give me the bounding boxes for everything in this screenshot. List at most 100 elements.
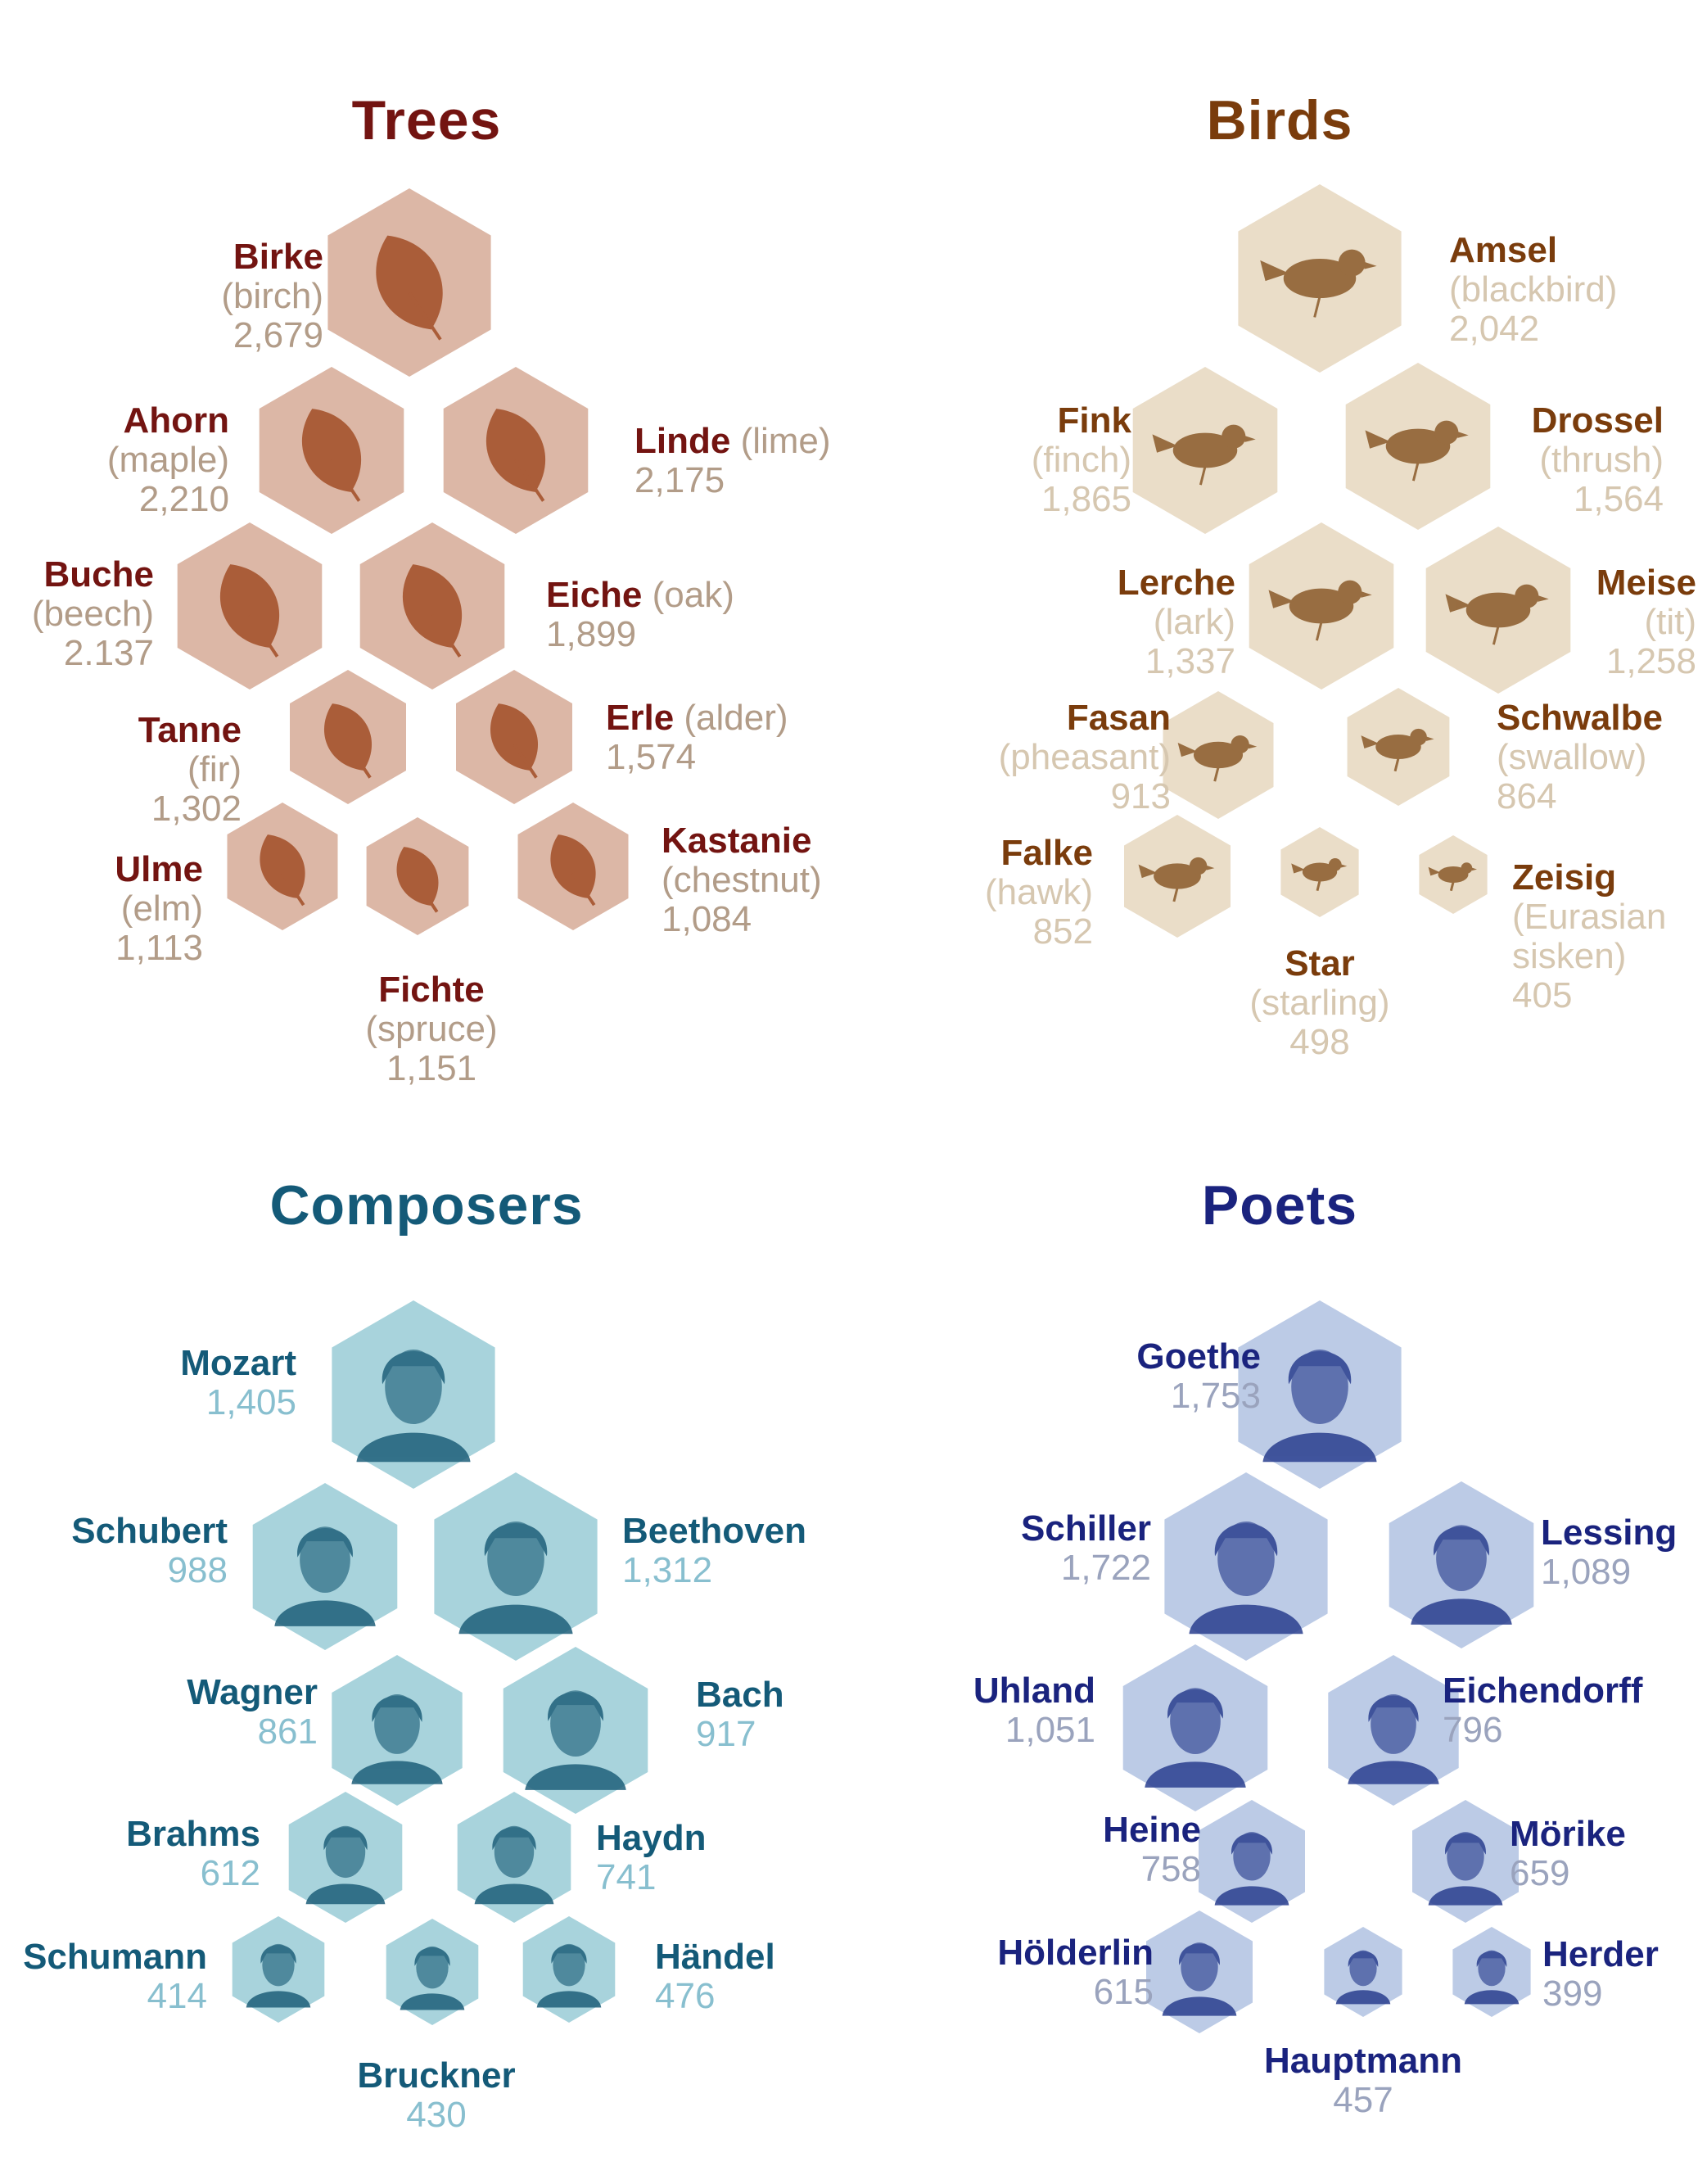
item-english: (tit) <box>1644 602 1696 642</box>
item-name: Drossel <box>1531 400 1664 441</box>
hex-composers-9 <box>522 1916 616 2023</box>
item-english: (chestnut) <box>662 860 822 900</box>
alder-cone-icon <box>490 703 538 779</box>
item-count: 852 <box>1032 911 1093 952</box>
label-trees-9: Kastanie (chestnut) 1,084 <box>662 821 822 939</box>
label-birds-8: Star (starling) 498 <box>1249 944 1389 1062</box>
item-english: (Eurasian <box>1512 897 1667 937</box>
item-english: (thrush) <box>1539 440 1664 480</box>
hex-poets-8 <box>1324 1927 1402 2017</box>
hawk-icon <box>1138 857 1215 902</box>
item-name: Herder <box>1542 1934 1659 1974</box>
label-trees-0: Birke (birch) 2,679 <box>221 237 323 355</box>
item-english: (starling) <box>1249 983 1390 1023</box>
item-name: Wagner <box>187 1672 318 1712</box>
label-composers-4: Bach 917 <box>696 1675 784 1754</box>
item-name: Uhland <box>973 1671 1095 1711</box>
composers-hex-cluster <box>232 1300 648 2025</box>
label-trees-2: Linde (lime) 2,175 <box>634 422 831 500</box>
item-english: (beech) <box>31 594 154 634</box>
item-count: 1,089 <box>1541 1552 1632 1592</box>
item-count: 1,258 <box>1605 641 1696 681</box>
hex-birds-6 <box>1347 688 1450 806</box>
item-count: 498 <box>1289 1022 1350 1062</box>
item-name: Bach <box>696 1675 784 1715</box>
mozart-portrait-icon <box>356 1349 471 1463</box>
chestnut-leaf-icon <box>550 834 596 907</box>
item-count: 796 <box>1443 1710 1503 1750</box>
item-count: 1,312 <box>622 1550 713 1590</box>
item-count: 1,574 <box>606 737 697 777</box>
label-poets-4: Eichendorff 796 <box>1443 1671 1642 1750</box>
label-birds-7: Falke (hawk) 852 <box>985 834 1093 952</box>
item-name: Fasan <box>1066 698 1171 738</box>
tit-icon <box>1445 584 1549 645</box>
hex-birds-5 <box>1163 691 1274 819</box>
label-birds-6: Schwalbe (swallow) 864 <box>1497 699 1663 816</box>
hex-composers-3 <box>332 1655 463 1806</box>
sisken-icon <box>1428 862 1478 892</box>
beech-leaf-icon <box>219 564 280 658</box>
goethe-portrait-icon <box>1262 1349 1377 1463</box>
hex-trees-1 <box>259 367 404 534</box>
item-count: 405 <box>1512 975 1573 1015</box>
item-english: (blackbird) <box>1449 269 1618 310</box>
item-count: 476 <box>655 1976 716 2016</box>
label-composers-3: Wagner 861 <box>187 1673 318 1752</box>
label-poets-6: Mörike 659 <box>1510 1815 1626 1893</box>
haydn-portrait-icon <box>474 1825 554 1905</box>
item-english: (alder) <box>684 698 788 738</box>
hex-trees-6 <box>456 670 572 804</box>
morike-portrait-icon <box>1428 1832 1503 1906</box>
herder-portrait-icon <box>1464 1950 1520 2005</box>
item-count: 741 <box>596 1857 657 1897</box>
poets-panel: Poets Goethe 1,753 Schiller 1,722 Lessing 1,0… <box>853 1092 1706 2183</box>
item-count: 1,753 <box>1170 1376 1261 1416</box>
hex-poets-4 <box>1328 1655 1459 1806</box>
label-poets-3: Uhland 1,051 <box>973 1671 1095 1750</box>
hex-poets-9 <box>1452 1927 1531 2017</box>
label-birds-4: Meise (tit) 1,258 <box>1596 563 1696 681</box>
item-name: Lerche <box>1117 563 1235 603</box>
item-name: Brahms <box>126 1814 260 1854</box>
item-count: 861 <box>257 1711 318 1752</box>
item-count: 414 <box>147 1976 207 2016</box>
label-birds-0: Amsel (blackbird) 2,042 <box>1449 231 1617 349</box>
label-birds-9: Zeisig (Eurasian sisken) 405 <box>1512 858 1666 1015</box>
hex-composers-6 <box>457 1792 571 1923</box>
item-count: 430 <box>406 2095 467 2135</box>
birds-hex-cluster <box>1124 184 1571 938</box>
label-composers-1: Schubert 988 <box>71 1512 228 1590</box>
holderlin-portrait-icon <box>1162 1942 1237 2016</box>
poets-title: Poets <box>1201 1174 1358 1237</box>
item-name: Beethoven <box>622 1511 806 1551</box>
lark-icon <box>1268 580 1372 641</box>
item-count: 2,679 <box>233 315 323 355</box>
item-count: 615 <box>1093 1972 1154 2012</box>
item-count: 1,084 <box>662 899 752 939</box>
hex-birds-4 <box>1425 527 1571 694</box>
item-count: 399 <box>1542 1974 1603 2014</box>
label-birds-5: Fasan (pheasant) 913 <box>999 699 1171 816</box>
label-composers-0: Mozart 1,405 <box>180 1344 296 1422</box>
item-name: Linde <box>634 421 731 461</box>
hex-poets-7 <box>1146 1910 1253 2033</box>
blackbird-icon <box>1260 249 1377 318</box>
label-poets-0: Goethe 1,753 <box>1136 1337 1261 1416</box>
poets-hex-cluster <box>1122 1300 1534 2033</box>
hauptmann-portrait-icon <box>1335 1950 1391 2005</box>
trees-panel: Trees Birke (birch) 2,679 Ahorn (maple) 2,210… <box>0 0 853 1092</box>
item-name: Haydn <box>596 1818 707 1858</box>
item-name: Zeisig <box>1512 857 1617 898</box>
brahms-portrait-icon <box>305 1825 386 1905</box>
item-name: Schumann <box>23 1937 207 1977</box>
hex-birds-0 <box>1238 184 1402 373</box>
hex-trees-7 <box>227 803 338 930</box>
handel-portrait-icon <box>536 1943 602 2008</box>
item-name: Hölderlin <box>997 1933 1154 1973</box>
label-birds-1: Fink (finch) 1,865 <box>1032 401 1131 519</box>
item-name: Goethe <box>1136 1336 1261 1377</box>
item-count: 1,405 <box>205 1382 296 1422</box>
item-name: Heine <box>1103 1810 1201 1850</box>
item-name: Star <box>1285 943 1355 983</box>
